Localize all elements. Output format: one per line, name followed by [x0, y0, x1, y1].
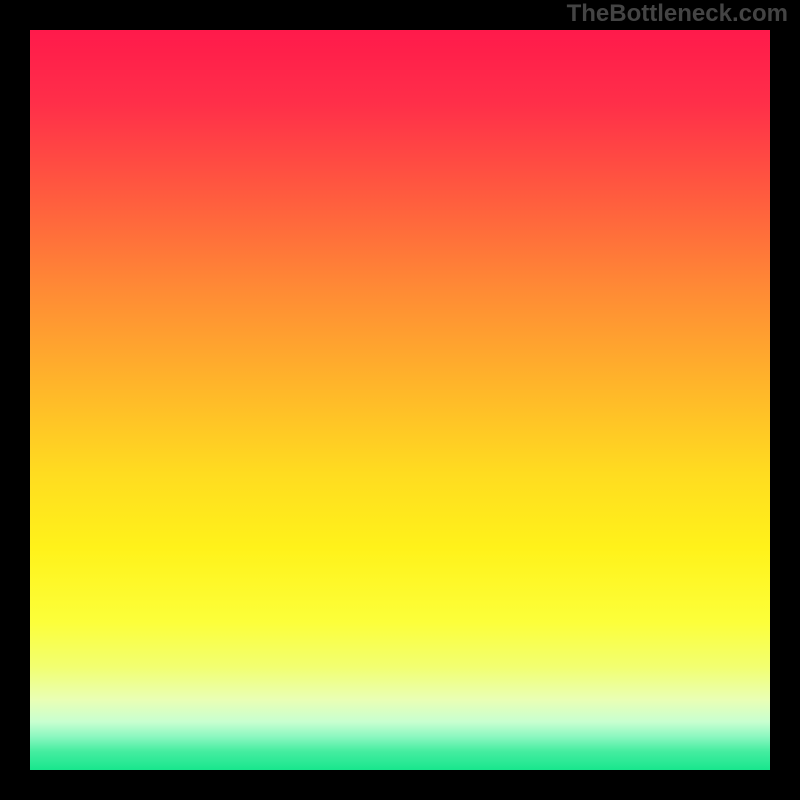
background-gradient: [30, 30, 770, 770]
plot-area: [30, 30, 770, 770]
watermark-text: TheBottleneck.com: [567, 0, 788, 28]
chart-stage: TheBottleneck.com: [0, 0, 800, 800]
